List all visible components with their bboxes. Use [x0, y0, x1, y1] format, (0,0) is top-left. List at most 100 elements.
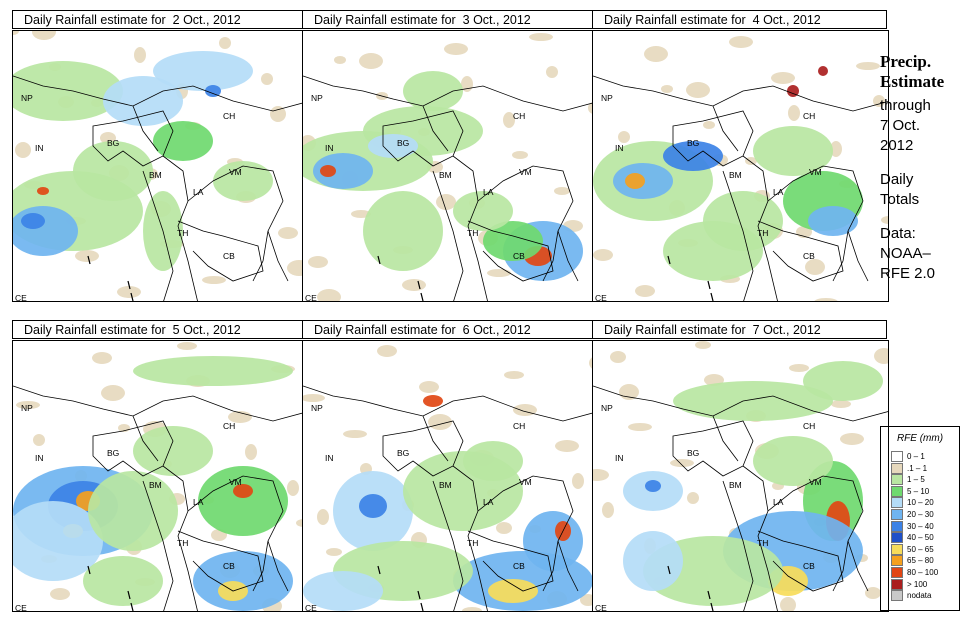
caption-year: 2012 [880, 137, 914, 154]
panel-oct-4: Daily Rainfall estimate for 4 Oct., 2012… [592, 10, 889, 302]
rain-cell [618, 131, 630, 143]
country-border [593, 385, 888, 422]
rainfall-field [13, 342, 308, 611]
legend-label: 40 – 50 [907, 533, 934, 543]
rain-cell [117, 286, 141, 298]
island [130, 292, 134, 301]
country-label-ch: CH [513, 111, 526, 121]
rain-cell [687, 492, 699, 504]
panel-oct-7: Daily Rainfall estimate for 7 Oct., 2012… [592, 320, 889, 612]
rain-cell [334, 56, 346, 64]
country-border [162, 465, 198, 611]
rain-cell [368, 134, 418, 158]
legend-swatch [891, 497, 903, 509]
rain-cell [610, 351, 626, 363]
rain-cell [703, 121, 715, 129]
rain-cell [261, 73, 273, 85]
country-label-ch: CH [513, 421, 526, 431]
rain-cell [33, 434, 45, 446]
legend-label: 5 – 10 [907, 486, 930, 496]
caption-heading-estimate: Estimate [880, 72, 945, 91]
country-border [92, 420, 174, 477]
country-label-cb: CB [223, 251, 235, 261]
rain-cell [403, 71, 463, 111]
country-label-la: LA [483, 187, 494, 197]
country-label-ce: CE [305, 293, 317, 302]
rain-cell [402, 279, 426, 291]
legend-swatch [891, 555, 903, 567]
rain-cell [504, 371, 524, 379]
rain-cell [16, 401, 40, 409]
rain-cell [153, 121, 213, 161]
country-label-bm: BM [439, 480, 452, 490]
country-label-bg: BG [107, 138, 120, 148]
country-label-np: NP [21, 403, 33, 413]
country-border [142, 170, 174, 301]
rain-cell [15, 142, 31, 158]
country-label-np: NP [311, 93, 323, 103]
legend-swatch [891, 462, 903, 474]
rain-cell [686, 82, 710, 98]
country-label-in: IN [325, 453, 334, 463]
country-label-th: TH [177, 228, 189, 238]
island [377, 255, 381, 265]
rain-cell [313, 153, 373, 189]
rain-cell [462, 607, 482, 611]
rainfall-field [303, 33, 598, 301]
rain-cell [153, 51, 253, 91]
country-label-bm: BM [439, 170, 452, 180]
rain-cell [317, 289, 341, 301]
rain-cell [625, 173, 645, 189]
legend-swatch [891, 485, 903, 497]
panel-oct-2: Daily Rainfall estimate for 2 Oct., 2012… [12, 10, 309, 302]
country-border [452, 465, 488, 611]
country-border [92, 110, 174, 167]
country-border [162, 155, 198, 301]
caption-product: RFE 2.0 [880, 265, 936, 282]
island [667, 255, 671, 265]
rain-cell [101, 385, 125, 401]
legend-label: 0 – 1 [907, 452, 925, 461]
country-label-vm: VM [519, 167, 532, 177]
legend-label: 50 – 65 [907, 544, 934, 554]
legend-swatch [891, 543, 903, 555]
rain-cell [377, 345, 397, 357]
rain-cell [805, 259, 825, 275]
legend-swatch [891, 590, 903, 602]
island [417, 590, 421, 600]
country-label-th: TH [467, 228, 479, 238]
country-label-bg: BG [687, 448, 700, 458]
rain-cell [463, 441, 523, 481]
rainfall-map: NP IN BG BM CH VM LA TH CB CE [12, 340, 309, 612]
rain-cell [830, 141, 842, 157]
legend-label: nodata [907, 591, 932, 601]
rain-cell [512, 151, 528, 159]
rain-cell [771, 72, 795, 84]
country-label-la: LA [193, 497, 204, 507]
panel-title: Daily Rainfall estimate for 6 Oct., 2012 [302, 320, 597, 339]
rain-cell [92, 352, 112, 364]
rain-cell [32, 31, 56, 40]
country-border [847, 230, 869, 282]
rain-cell [326, 548, 342, 556]
rain-cell [423, 395, 443, 407]
rain-cell [789, 364, 809, 372]
rain-cell [219, 37, 231, 49]
country-label-np: NP [601, 403, 613, 413]
rainfall-field [303, 345, 598, 611]
rain-cell [787, 85, 799, 97]
rainfall-field [13, 31, 308, 301]
rain-cell [363, 191, 443, 271]
rain-cell [202, 276, 226, 284]
rain-cell [623, 531, 683, 591]
country-label-bm: BM [729, 170, 742, 180]
country-border [13, 385, 308, 422]
legend-label: 20 – 30 [907, 510, 934, 519]
rain-cell [487, 269, 511, 277]
country-border [267, 540, 289, 592]
island [87, 565, 91, 575]
rain-cell [436, 194, 456, 210]
country-border [712, 415, 739, 462]
country-border [467, 530, 554, 592]
country-label-vm: VM [809, 477, 822, 487]
